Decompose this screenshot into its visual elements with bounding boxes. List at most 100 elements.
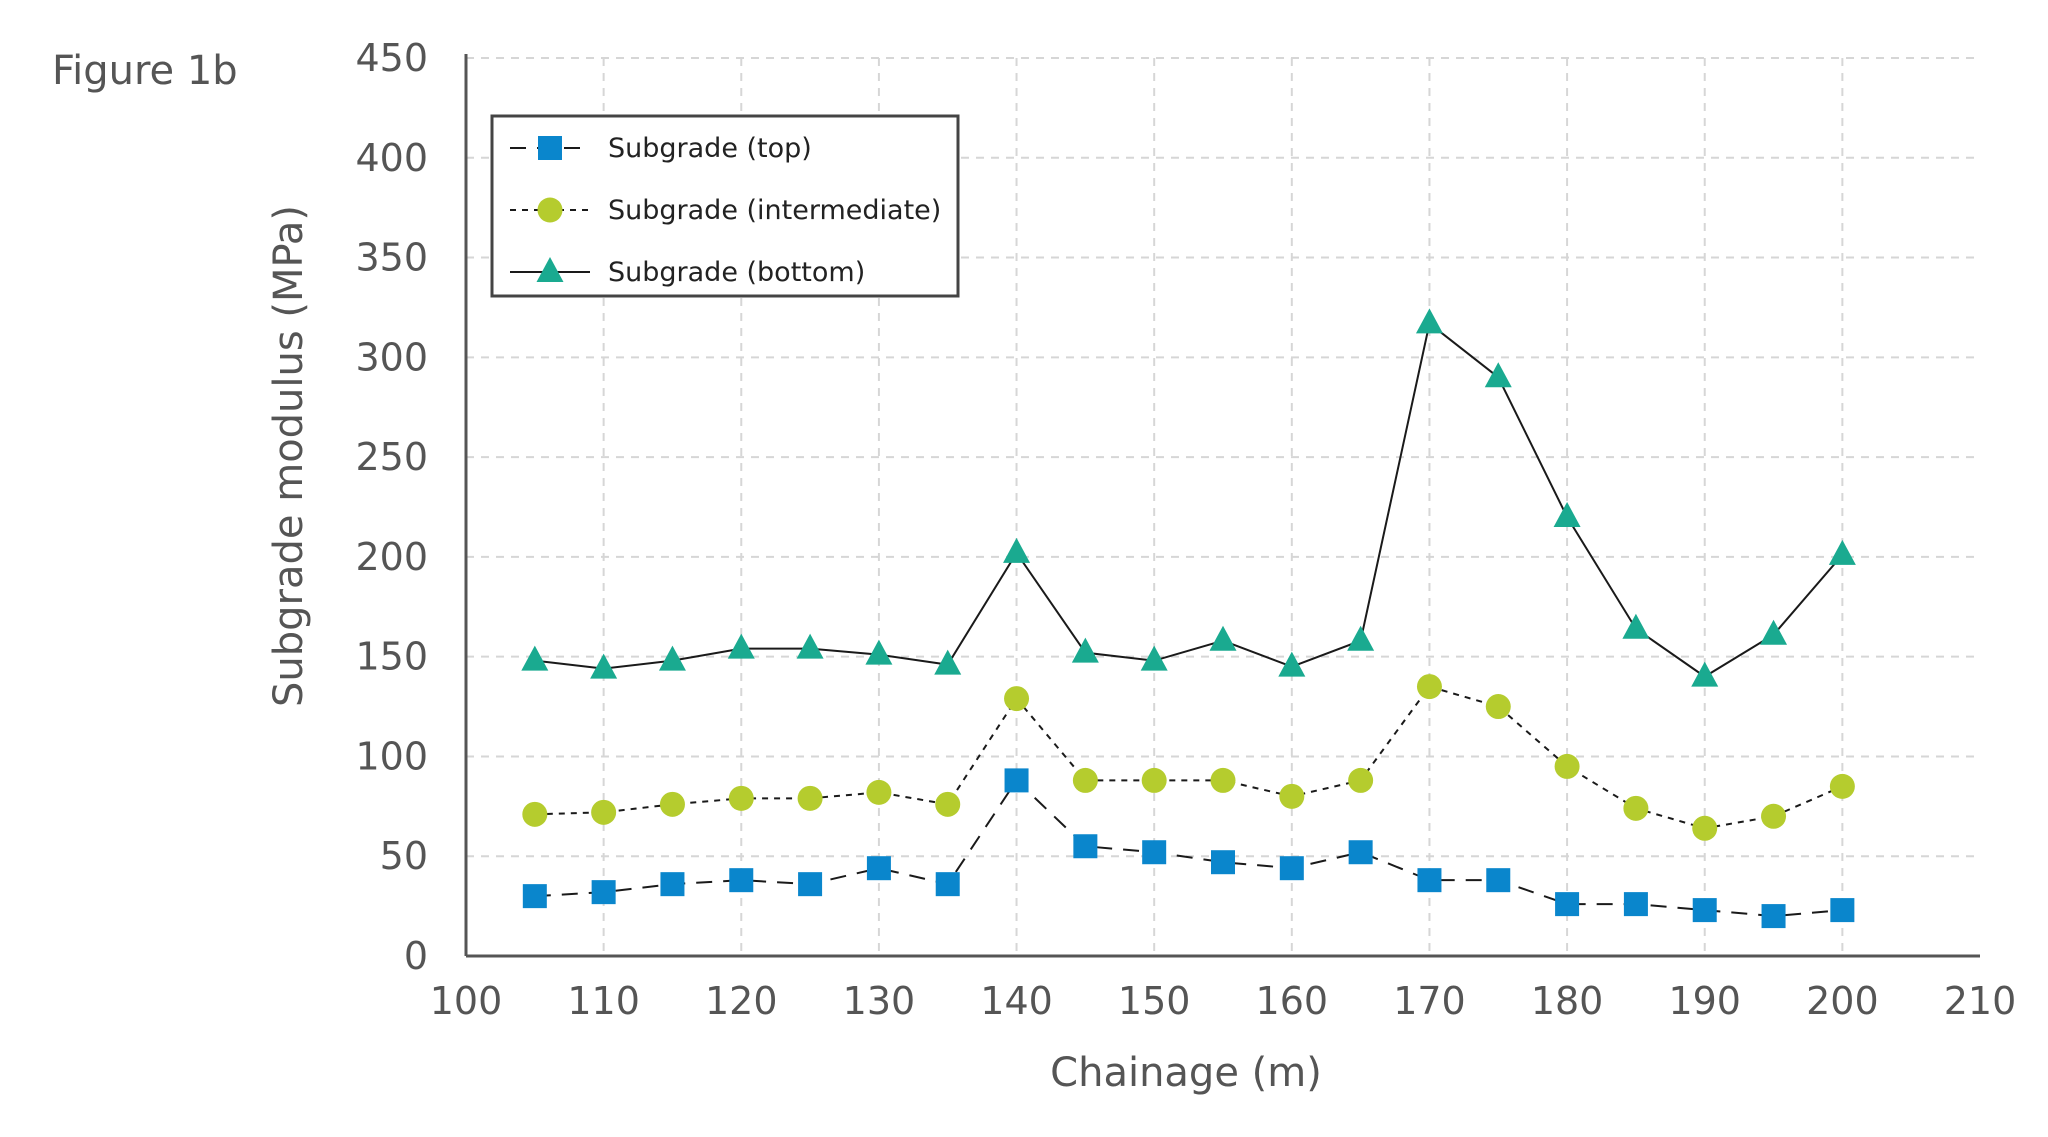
legend-label-subgrade-top: Subgrade (top) [608,133,812,164]
x-axis-title: Chainage (m) [1050,1050,1322,1096]
x-tick-label: 180 [1531,979,1604,1023]
data-point-subgrade-top [1761,904,1786,929]
legend-marker-subgrade-top [538,136,562,160]
data-point-subgrade-bottom [1071,637,1099,663]
data-point-subgrade-bottom [1209,625,1237,651]
data-point-subgrade-top [1279,856,1304,881]
data-point-subgrade-intermediate [1761,803,1787,829]
y-tick-label: 0 [404,934,428,978]
y-tick-label: 250 [355,435,428,479]
figure-label: Figure 1b [52,48,238,94]
data-point-subgrade-bottom [727,633,755,659]
data-point-subgrade-top [866,856,891,881]
axes [464,54,1980,958]
data-point-subgrade-bottom [1553,501,1581,527]
data-point-subgrade-bottom [865,639,893,665]
data-point-subgrade-top [1486,868,1511,893]
data-point-subgrade-top [522,884,547,909]
data-point-subgrade-top [1623,892,1648,917]
data-point-subgrade-intermediate [1554,753,1580,779]
grid [466,57,1980,956]
y-tick-label: 350 [355,236,428,280]
data-point-subgrade-intermediate [1623,795,1649,821]
data-point-subgrade-bottom [1760,619,1788,645]
series-line-subgrade-bottom [534,321,1844,678]
data-point-subgrade-intermediate [1072,767,1098,793]
data-point-subgrade-intermediate [1692,815,1718,841]
y-tick-label: 100 [355,734,428,778]
x-tick-labels: 100 110 120 130 140 150 160 170 180 190 200 210 [430,979,2017,1023]
series-subgrade-top [522,768,1855,929]
data-point-subgrade-bottom [521,645,549,671]
data-point-subgrade-intermediate [522,801,548,827]
y-axis-title: Subgrade modulus (MPa) [266,205,312,707]
data-point-subgrade-bottom [1828,539,1856,565]
x-tick-label: 130 [843,979,916,1023]
data-point-subgrade-intermediate [591,799,617,825]
x-tick-label: 150 [1118,979,1191,1023]
data-point-subgrade-top [935,872,960,897]
data-point-subgrade-intermediate [659,791,685,817]
x-tick-label: 110 [567,979,640,1023]
data-point-subgrade-bottom [1003,537,1031,563]
data-point-subgrade-intermediate [1004,686,1030,712]
legend: Subgrade (top) Subgrade (intermediate) Sub… [490,114,960,298]
data-point-subgrade-top [1417,868,1442,893]
legend-marker-subgrade-bottom [536,257,564,282]
data-point-subgrade-intermediate [1141,767,1167,793]
x-tick-label: 190 [1668,979,1741,1023]
data-point-subgrade-bottom [1347,625,1375,651]
data-point-subgrade-top [729,868,754,893]
data-point-subgrade-bottom [590,653,618,679]
data-point-subgrade-top [1555,892,1580,917]
data-point-subgrade-intermediate [935,791,961,817]
y-tick-label: 400 [355,136,428,180]
x-tick-label: 160 [1256,979,1329,1023]
data-point-subgrade-intermediate [1210,767,1236,793]
x-tick-label: 120 [705,979,778,1023]
data-point-subgrade-bottom [1484,362,1512,388]
y-tick-label: 450 [355,36,428,80]
data-point-subgrade-top [798,872,823,897]
x-tick-label: 140 [980,979,1053,1023]
x-tick-label: 210 [1944,979,2017,1023]
data-point-subgrade-intermediate [1279,783,1305,809]
legend-label-subgrade-intermediate: Subgrade (intermediate) [608,195,941,226]
y-tick-label: 300 [355,335,428,379]
y-tick-label: 50 [380,834,428,878]
data-point-subgrade-intermediate [1485,694,1511,720]
series-subgrade-intermediate [522,674,1855,841]
data-point-subgrade-top [660,872,685,897]
data-point-subgrade-bottom [934,649,962,675]
series-subgrade-bottom [521,308,1856,687]
data-point-subgrade-intermediate [1829,773,1855,799]
data-point-subgrade-top [1348,840,1373,865]
data-point-subgrade-top [1211,850,1235,875]
data-point-subgrade-top [1073,834,1098,859]
x-tick-label: 200 [1806,979,1879,1023]
data-point-subgrade-intermediate [797,785,823,811]
data-point-subgrade-top [1692,898,1717,923]
x-tick-label: 100 [430,979,503,1023]
y-tick-label: 200 [355,535,428,579]
data-point-subgrade-bottom [658,645,686,671]
y-tick-label: 150 [355,635,428,679]
series-group [521,308,1856,929]
legend-marker-subgrade-intermediate [537,197,563,223]
x-tick-label: 170 [1393,979,1466,1023]
data-point-subgrade-intermediate [1416,674,1442,700]
data-point-subgrade-bottom [1278,651,1306,677]
data-point-subgrade-intermediate [728,785,754,811]
data-point-subgrade-bottom [1415,308,1443,334]
y-tick-labels: 0 50 100 150 200 250 300 350 400 450 [355,36,428,978]
data-point-subgrade-top [1830,898,1855,923]
data-point-subgrade-bottom [1691,661,1719,687]
legend-label-subgrade-bottom: Subgrade (bottom) [608,257,865,288]
legend-box [490,114,960,298]
data-point-subgrade-bottom [1140,645,1168,671]
data-point-subgrade-top [591,880,616,905]
data-point-subgrade-intermediate [1348,767,1374,793]
data-point-subgrade-bottom [796,633,824,659]
data-point-subgrade-bottom [1622,613,1650,639]
